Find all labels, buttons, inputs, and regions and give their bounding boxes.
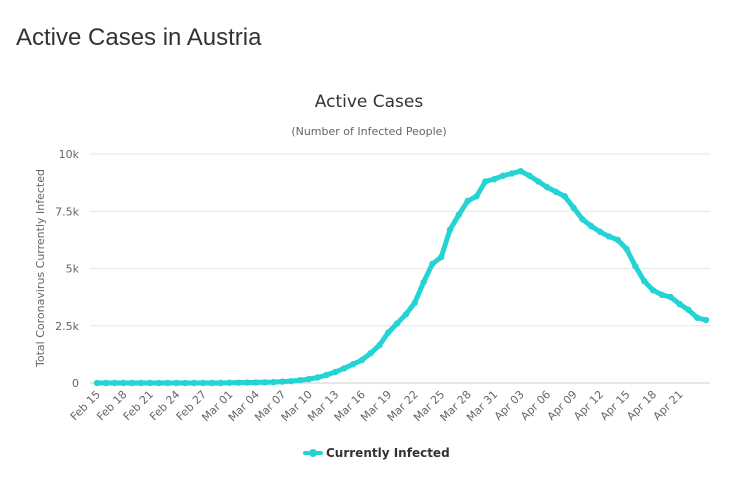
data-point[interactable]	[455, 211, 463, 218]
data-point[interactable]	[543, 184, 551, 191]
data-point[interactable]	[385, 329, 392, 336]
data-point[interactable]	[658, 291, 666, 299]
data-point[interactable]	[508, 170, 516, 177]
data-point[interactable]	[358, 356, 365, 364]
data-point[interactable]	[411, 299, 418, 307]
data-point[interactable]	[402, 311, 410, 318]
data-point[interactable]	[332, 368, 339, 376]
data-point[interactable]	[473, 193, 480, 200]
y-tick-label: 2.5k	[55, 320, 79, 333]
data-point[interactable]	[676, 300, 683, 308]
y-axis-label: Total Coronavirus Currently Infected	[34, 169, 47, 368]
data-point[interactable]	[649, 287, 657, 294]
data-point[interactable]	[596, 228, 604, 236]
data-point[interactable]	[146, 379, 154, 387]
data-point[interactable]	[685, 306, 692, 313]
data-point[interactable]	[190, 379, 198, 387]
data-point[interactable]	[155, 379, 162, 387]
data-point[interactable]	[526, 172, 533, 179]
y-tick-label: 0	[72, 377, 79, 390]
data-point[interactable]	[367, 350, 374, 357]
data-point[interactable]	[420, 279, 427, 286]
data-point[interactable]	[605, 233, 613, 240]
page-title: Active Cases in Austria	[16, 24, 262, 51]
data-point[interactable]	[261, 379, 268, 386]
data-point[interactable]	[376, 342, 383, 349]
data-point[interactable]	[570, 204, 577, 212]
data-point[interactable]	[693, 314, 701, 321]
data-point[interactable]	[252, 379, 260, 386]
data-point[interactable]	[217, 379, 224, 387]
data-point[interactable]	[517, 167, 524, 175]
series-line	[94, 168, 709, 386]
data-point[interactable]	[287, 377, 295, 385]
data-point[interactable]	[482, 178, 489, 185]
data-point[interactable]	[111, 379, 118, 387]
data-point[interactable]	[499, 172, 507, 179]
data-point[interactable]	[208, 379, 215, 387]
data-point[interactable]	[588, 222, 595, 230]
data-point[interactable]	[552, 188, 560, 195]
data-point[interactable]	[182, 379, 189, 387]
data-point[interactable]	[667, 293, 674, 301]
data-point[interactable]	[535, 178, 542, 185]
x-tick-label: Apr 21	[651, 388, 686, 423]
data-point[interactable]	[137, 379, 145, 387]
data-point[interactable]	[120, 379, 127, 387]
data-point[interactable]	[632, 263, 639, 270]
data-point[interactable]	[349, 361, 357, 368]
data-point[interactable]	[323, 371, 330, 379]
data-point[interactable]	[614, 236, 621, 244]
data-point[interactable]	[314, 374, 321, 381]
y-tick-label: 5k	[66, 263, 80, 276]
data-point[interactable]	[296, 377, 304, 384]
y-tick-label: 10k	[59, 148, 80, 161]
data-point[interactable]	[429, 260, 436, 268]
y-tick-label: 7.5k	[55, 205, 79, 218]
data-point[interactable]	[270, 378, 277, 386]
data-point[interactable]	[393, 320, 401, 327]
data-point[interactable]	[579, 216, 586, 223]
data-point[interactable]	[243, 379, 251, 386]
data-point[interactable]	[173, 379, 180, 387]
data-point[interactable]	[561, 193, 568, 200]
data-point[interactable]	[446, 226, 454, 233]
data-point[interactable]	[93, 379, 101, 387]
grid-layer	[90, 153, 710, 384]
data-point[interactable]	[164, 379, 171, 387]
data-point[interactable]	[623, 245, 630, 253]
data-point[interactable]	[226, 379, 233, 386]
y-tick-labels: 0 2.5k 5k 7.5k 10k	[55, 148, 79, 390]
chart-title: Active Cases	[315, 92, 424, 112]
data-point[interactable]	[702, 316, 710, 324]
series-layer	[93, 167, 710, 387]
chart-subtitle: (Number of Infected People)	[291, 125, 446, 138]
data-point[interactable]	[199, 379, 207, 387]
data-point[interactable]	[641, 277, 648, 285]
data-point[interactable]	[340, 365, 348, 372]
data-point[interactable]	[305, 375, 313, 383]
data-point[interactable]	[279, 378, 286, 385]
legend-marker-symbol	[309, 449, 317, 457]
data-point[interactable]	[129, 379, 136, 387]
data-point[interactable]	[235, 379, 242, 386]
data-point[interactable]	[490, 175, 498, 183]
data-point[interactable]	[102, 379, 110, 387]
legend[interactable]: Currently Infected	[303, 446, 450, 460]
data-point[interactable]	[438, 253, 445, 261]
legend-item-label[interactable]: Currently Infected	[326, 446, 450, 460]
data-point[interactable]	[464, 197, 471, 205]
